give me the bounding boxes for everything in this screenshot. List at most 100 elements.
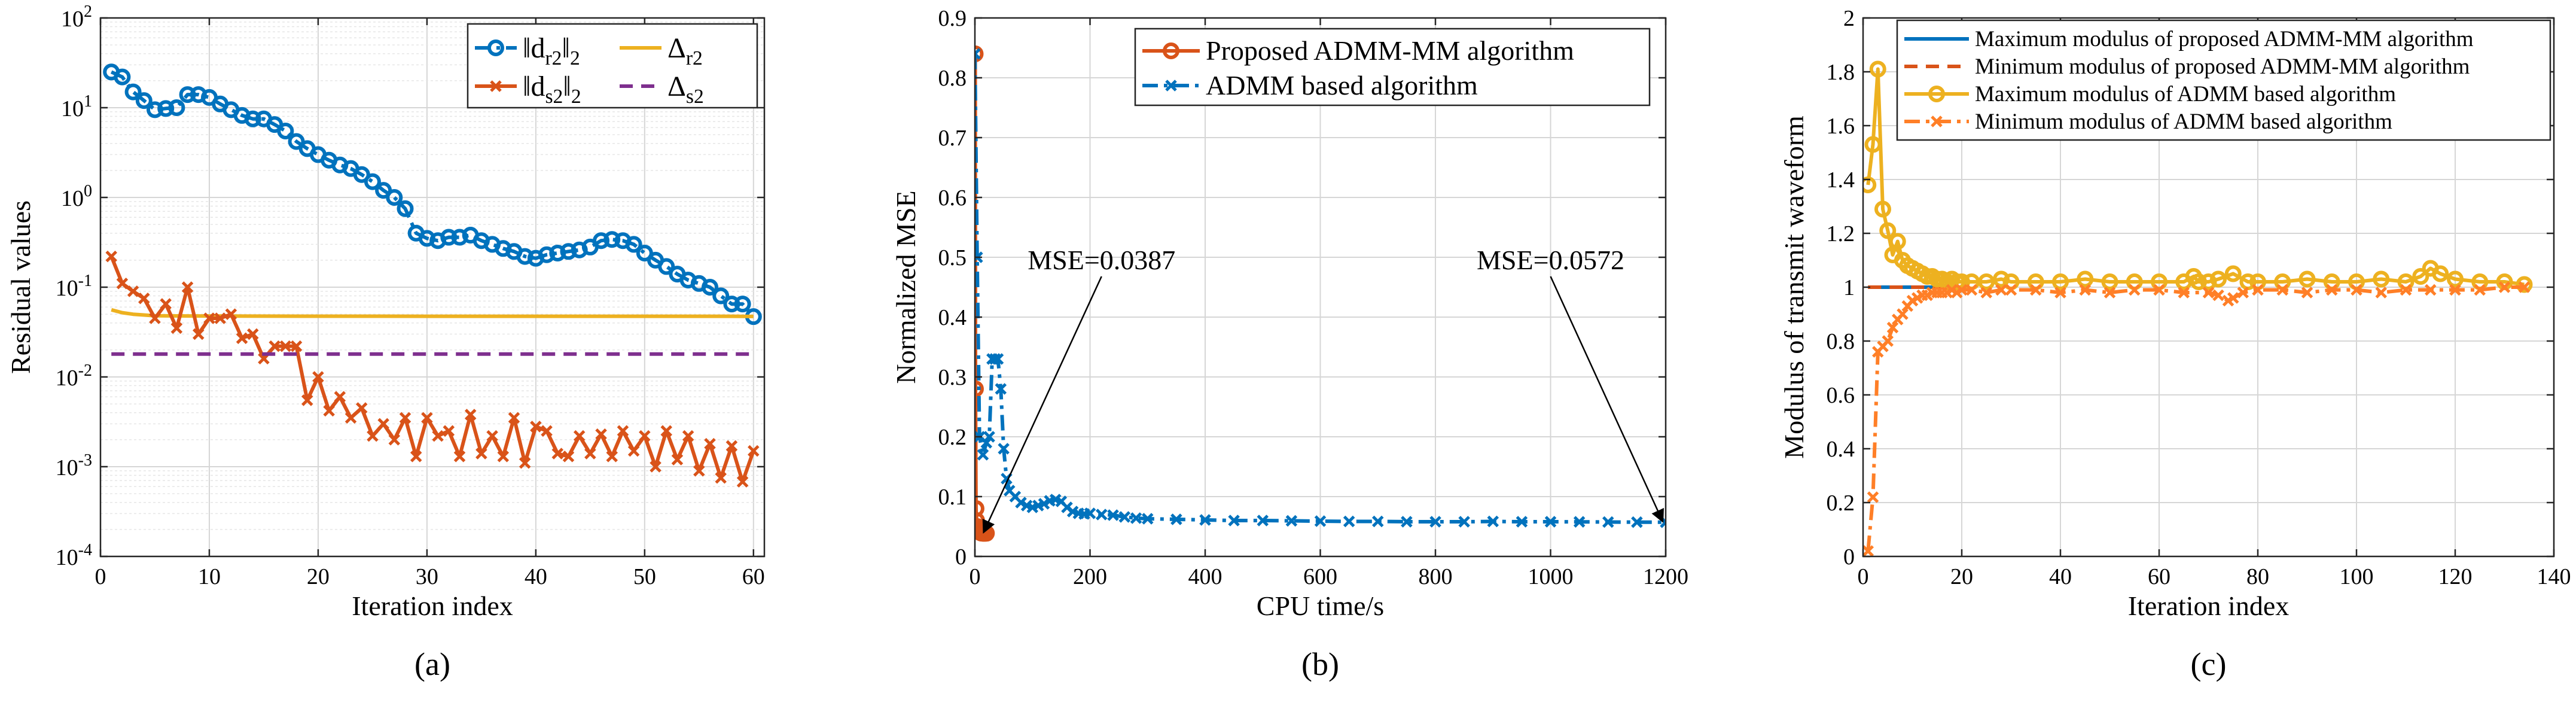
data-point-marker [2200, 273, 2217, 290]
data-point-marker [1130, 512, 1142, 524]
data-point-marker [301, 394, 313, 406]
y-tick-label: 1.8 [1827, 60, 1855, 85]
legend-marker [490, 80, 502, 92]
x-tick-label: 800 [1419, 564, 1453, 589]
data-point-marker [475, 448, 487, 460]
data-point-marker [1882, 335, 1894, 347]
data-point-marker [453, 451, 466, 462]
data-point-marker [1864, 136, 1882, 153]
series-line-1 [111, 308, 754, 318]
data-point-marker [725, 440, 738, 452]
y-tick-label: 0.5 [938, 245, 967, 270]
data-point-marker [748, 445, 760, 457]
data-point-marker [386, 189, 403, 206]
data-point-marker [1095, 509, 1108, 521]
data-point-marker [551, 448, 564, 460]
data-point-marker [627, 445, 640, 457]
data-point-marker [573, 430, 586, 442]
data-point-marker [1107, 509, 1119, 521]
data-point-marker [277, 122, 294, 139]
legend-entry: Maximum modulus of ADMM based algorithm [1904, 82, 2396, 106]
legend-entry: Minimum modulus of proposed ADMM-MM algo… [1904, 54, 2470, 79]
data-point-marker [671, 454, 684, 465]
legend-label: ADMM based algorithm [1206, 70, 1478, 101]
legend-entry: ‖dr2‖2 [475, 32, 580, 69]
data-point-marker [451, 229, 468, 246]
data-point-marker [2079, 284, 2092, 296]
data-point-marker [2252, 284, 2264, 296]
data-point-marker [989, 353, 1001, 365]
y-axis-label: Normalized MSE [891, 190, 921, 384]
data-point-marker [290, 340, 303, 352]
data-point-marker [1869, 60, 1886, 78]
y-tick-label: 100 [61, 182, 92, 211]
data-point-marker [364, 173, 381, 190]
data-point-marker [1015, 497, 1027, 509]
data-point-marker [1867, 491, 1879, 503]
x-tick-label: 30 [416, 564, 438, 589]
data-point-marker [1118, 511, 1131, 523]
data-point-marker [397, 200, 414, 217]
data-point-marker [377, 418, 389, 430]
legend-box [467, 23, 758, 109]
y-tick-label: 0.8 [1827, 329, 1855, 354]
data-point-marker [1141, 513, 1154, 525]
data-point-marker [443, 425, 455, 437]
data-point-marker [593, 232, 610, 249]
data-point-marker [603, 231, 621, 248]
data-point-marker [312, 371, 324, 383]
legend: Maximum modulus of proposed ADMM-MM algo… [1896, 19, 2551, 141]
data-point-marker [1487, 515, 1499, 528]
data-point-marker [660, 425, 672, 437]
legend-label: Proposed ADMM-MM algorithm [1206, 35, 1574, 66]
data-point-marker [995, 383, 1007, 395]
data-point-marker [682, 430, 694, 442]
data-point-marker [992, 353, 1004, 365]
legend-marker [487, 39, 504, 56]
data-point-marker [2210, 270, 2227, 288]
x-tick-label: 140 [2537, 564, 2571, 589]
series-line-0 [110, 70, 755, 318]
data-point-marker [1602, 516, 1614, 528]
data-point-marker [1995, 284, 2007, 296]
data-point-marker [2412, 268, 2429, 285]
data-point-marker [114, 68, 131, 86]
y-tick-label: 0.6 [938, 185, 967, 211]
data-point-marker [2029, 284, 2042, 296]
data-point-marker [1573, 516, 1586, 528]
data-point-marker [160, 298, 172, 310]
data-point-marker [723, 296, 740, 313]
data-point-marker [388, 434, 401, 446]
data-point-marker [124, 83, 142, 101]
series-group [1863, 60, 2533, 557]
data-point-marker [702, 279, 719, 296]
data-point-marker [1285, 515, 1298, 527]
data-point-marker [617, 425, 629, 437]
data-point-marker [584, 448, 596, 460]
data-point-marker [2104, 287, 2116, 299]
data-point-marker [562, 451, 575, 462]
legend-label: Minimum modulus of ADMM based algorithm [1975, 109, 2392, 134]
data-point-marker [538, 246, 556, 263]
data-point-marker [2128, 284, 2141, 296]
y-tick-label: 0.3 [938, 365, 967, 390]
chart-residual-values: 0 10 20 30 40 50 60 10-4 10-3 10-2 10-1 100 101 102 It… [5, 2, 766, 682]
x-tick-label: 100 [2340, 564, 2374, 589]
data-point-marker [1371, 515, 1384, 528]
data-point-marker [1965, 284, 1978, 296]
data-point-marker [2054, 287, 2066, 299]
x-axis-label: CPU time/s [1257, 591, 1384, 621]
panel-label: (a) [414, 646, 450, 682]
y-tick-label: 0.4 [938, 305, 967, 330]
x-tick-label: 50 [633, 564, 656, 589]
data-point-marker [2052, 273, 2069, 290]
data-point-marker [1980, 287, 1993, 299]
legend-label: Maximum modulus of ADMM based algorithm [1975, 82, 2396, 106]
data-point-marker [2400, 284, 2412, 296]
data-point-marker [214, 312, 226, 324]
data-point-marker [2190, 273, 2207, 290]
data-point-marker [1956, 284, 1968, 296]
x-tick-label: 200 [1073, 564, 1107, 589]
data-point-marker [1038, 498, 1050, 510]
data-point-marker [146, 101, 163, 118]
